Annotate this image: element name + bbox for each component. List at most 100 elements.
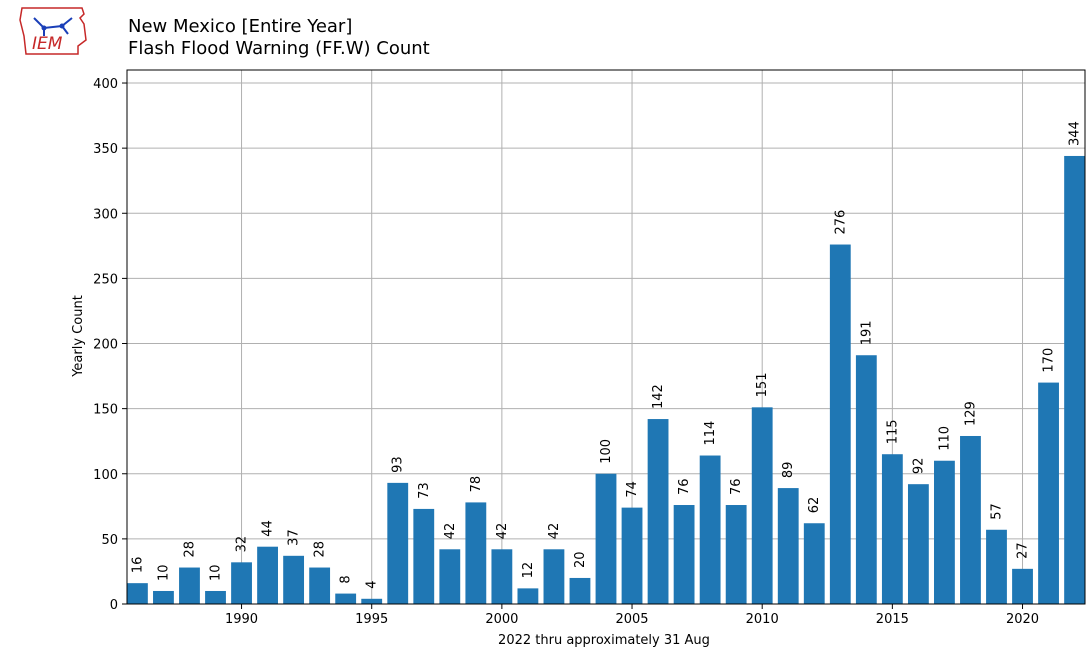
data-label: 76	[729, 478, 744, 495]
data-label: 129	[963, 401, 978, 426]
bar	[179, 567, 200, 604]
data-label: 93	[391, 456, 406, 473]
data-label: 10	[209, 564, 224, 581]
bar	[543, 549, 565, 604]
y-tick-label: 350	[93, 142, 118, 157]
y-tick-label: 150	[93, 403, 118, 418]
bar	[153, 590, 174, 604]
logo-text: IEM	[32, 34, 63, 54]
bar	[569, 577, 591, 604]
data-label: 57	[989, 503, 1004, 520]
data-label: 114	[703, 421, 718, 446]
x-tick-label: 2010	[746, 612, 779, 627]
data-label: 16	[130, 557, 145, 574]
y-tick-label: 0	[110, 598, 118, 613]
y-tick-label: 400	[93, 77, 118, 92]
bar	[127, 583, 148, 604]
data-label: 32	[235, 536, 250, 553]
bar	[829, 244, 851, 604]
data-labels: 16 10 28 10 32 44 37 28 8 4 93 73 42 78 42 12 42 20 100 74 1…	[130, 121, 1082, 589]
bar	[621, 507, 643, 604]
y-tick-label: 250	[93, 272, 118, 287]
data-label: 110	[937, 426, 952, 451]
data-label: 37	[287, 529, 302, 546]
data-label: 28	[313, 541, 328, 558]
bar	[673, 505, 695, 604]
y-tick-label: 200	[93, 338, 118, 353]
data-label: 73	[417, 482, 432, 499]
x-tick-label: 2015	[876, 612, 909, 627]
bar	[309, 567, 331, 604]
data-label: 8	[339, 575, 354, 583]
bar	[205, 590, 226, 604]
data-label: 78	[469, 476, 484, 493]
bar	[1038, 382, 1059, 604]
bar	[491, 549, 513, 604]
data-label: 142	[651, 384, 666, 409]
bar	[257, 546, 278, 604]
data-label: 100	[599, 439, 614, 464]
chart-title-line1: New Mexico [Entire Year]	[128, 16, 353, 37]
y-tick-label: 300	[93, 207, 118, 222]
data-label: 28	[182, 541, 197, 558]
x-axis-label: 2022 thru approximately 31 Aug	[498, 633, 710, 648]
bar	[699, 455, 721, 604]
bar	[934, 460, 955, 604]
data-label: 170	[1042, 348, 1057, 373]
data-label: 276	[833, 210, 848, 235]
data-label: 12	[521, 562, 536, 579]
data-label: 92	[911, 458, 926, 475]
bar	[361, 598, 383, 604]
data-label: 74	[625, 481, 640, 498]
x-tick-label: 2005	[615, 612, 648, 627]
bar	[283, 555, 305, 604]
bar	[855, 355, 877, 604]
data-label: 191	[859, 320, 874, 345]
y-tick-label: 50	[101, 533, 118, 548]
data-label: 76	[677, 478, 692, 495]
bar	[231, 562, 252, 604]
bar	[647, 419, 669, 604]
data-label: 42	[495, 523, 510, 540]
data-label: 42	[443, 523, 458, 540]
bar	[413, 508, 435, 604]
data-label: 344	[1068, 121, 1083, 146]
bar	[986, 529, 1007, 604]
x-tick-label: 2000	[485, 612, 518, 627]
y-tick-label: 100	[93, 468, 118, 483]
data-label: 4	[365, 581, 380, 589]
bar	[517, 588, 539, 604]
chart-title-line2: Flash Flood Warning (FF.W) Count	[128, 38, 430, 59]
bar	[803, 523, 825, 604]
x-tick-label: 1990	[225, 612, 258, 627]
axes: 1990 1995 2000 2005 2010 2015 2020050100150200…	[93, 69, 1086, 627]
iem-logo: IEM	[18, 6, 88, 58]
data-label: 27	[1016, 542, 1031, 559]
data-label: 10	[156, 564, 171, 581]
bar	[439, 549, 461, 604]
bar	[1012, 568, 1033, 604]
bar	[751, 407, 773, 604]
bar	[1064, 155, 1085, 604]
bar	[335, 593, 357, 604]
bar	[465, 502, 487, 604]
bar	[907, 484, 929, 604]
bar	[960, 435, 981, 604]
bar	[881, 454, 903, 604]
data-label: 89	[781, 462, 796, 479]
x-tick-label: 2020	[1006, 612, 1039, 627]
bar	[725, 505, 747, 604]
data-label: 115	[885, 419, 900, 444]
x-tick-label: 1995	[355, 612, 388, 627]
data-label: 42	[547, 523, 562, 540]
data-label: 20	[573, 551, 588, 568]
y-axis-label: Yearly Count	[71, 295, 86, 378]
data-label: 151	[755, 373, 770, 398]
data-label: 62	[807, 497, 822, 514]
bars	[127, 155, 1085, 604]
bar	[777, 488, 799, 604]
bar	[387, 482, 409, 604]
bar	[595, 473, 617, 604]
plot-frame	[126, 69, 1086, 605]
